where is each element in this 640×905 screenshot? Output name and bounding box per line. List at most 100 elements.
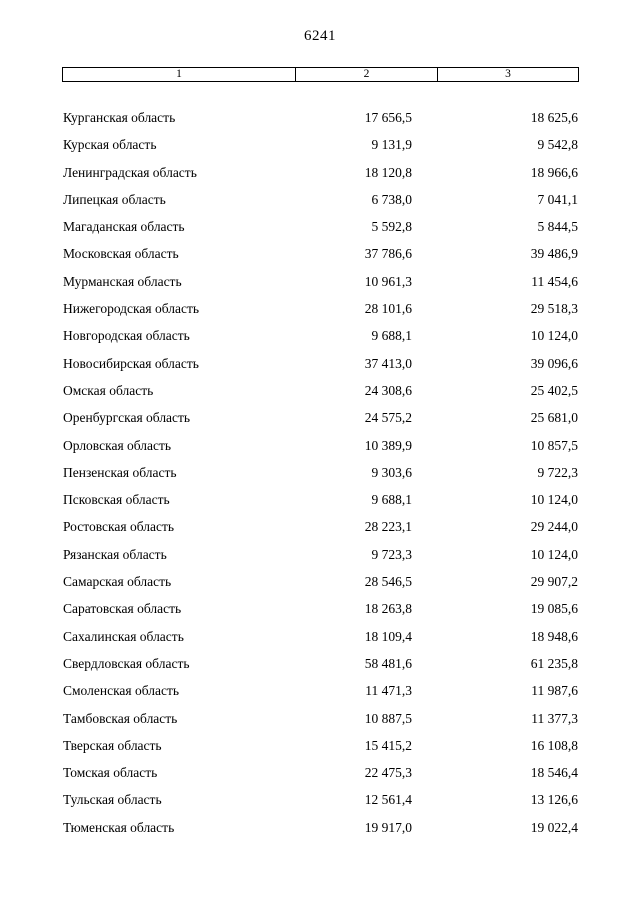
table-row: Сахалинская область 18 109,4 18 948,6 (63, 623, 578, 650)
value-col2: 15 415,2 (364, 737, 412, 753)
value-col3: 10 124,0 (530, 328, 578, 344)
table-row: Магаданская область 5 592,8 5 844,5 (63, 213, 578, 240)
value-col2: 9 723,3 (371, 546, 413, 562)
value-col3: 18 966,6 (530, 164, 578, 180)
table-row: Тульская область 12 561,4 13 126,6 (63, 786, 578, 813)
value-col2: 11 471,3 (365, 683, 412, 699)
region-name: Липецкая область (63, 191, 166, 207)
value-col3: 39 096,6 (530, 355, 578, 371)
table-row: Ростовская область 28 223,1 29 244,0 (63, 513, 578, 540)
value-col3: 10 124,0 (530, 546, 578, 562)
table-row: Смоленская область 11 471,3 11 987,6 (63, 677, 578, 704)
value-col3: 11 987,6 (531, 683, 578, 699)
table-row: Новгородская область 9 688,1 10 124,0 (63, 322, 578, 349)
value-col3: 9 722,3 (537, 464, 579, 480)
region-name: Новосибирская область (63, 355, 199, 371)
region-name: Псковская область (63, 492, 170, 508)
region-name: Тюменская область (63, 819, 175, 835)
value-col3: 10 857,5 (530, 437, 578, 453)
table-row: Саратовская область 18 263,8 19 085,6 (63, 595, 578, 622)
table-row: Свердловская область 58 481,6 61 235,8 (63, 650, 578, 677)
value-col3: 61 235,8 (530, 655, 578, 671)
table-row: Псковская область 9 688,1 10 124,0 (63, 486, 578, 513)
table-body: Курганская область 17 656,5 18 625,6 Кур… (63, 104, 578, 841)
value-col2: 18 120,8 (364, 164, 412, 180)
value-col3: 16 108,8 (530, 737, 578, 753)
value-col2: 18 263,8 (364, 601, 412, 617)
value-col3: 5 844,5 (537, 219, 579, 235)
region-name: Ленинградская область (63, 164, 197, 180)
value-col2: 28 101,6 (364, 301, 412, 317)
table-row: Ленинградская область 18 120,8 18 966,6 (63, 159, 578, 186)
region-name: Тамбовская область (63, 710, 178, 726)
table-row: Нижегородская область 28 101,6 29 518,3 (63, 295, 578, 322)
region-name: Саратовская область (63, 601, 182, 617)
region-name: Орловская область (63, 437, 172, 453)
table-row: Тамбовская область 10 887,5 11 377,3 (63, 705, 578, 732)
header-cell-3: 3 (437, 68, 578, 81)
region-name: Новгородская область (63, 328, 190, 344)
region-name: Тульская область (63, 792, 162, 808)
table-row: Самарская область 28 546,5 29 907,2 (63, 568, 578, 595)
value-col3: 11 377,3 (531, 710, 578, 726)
value-col2: 9 131,9 (371, 137, 413, 153)
value-col3: 25 681,0 (530, 410, 578, 426)
value-col3: 11 454,6 (531, 273, 578, 289)
page-number: 6241 (304, 28, 336, 44)
region-name: Омская область (63, 382, 154, 398)
value-col2: 10 887,5 (364, 710, 412, 726)
table-row: Орловская область 10 389,9 10 857,5 (63, 432, 578, 459)
region-name: Нижегородская область (63, 301, 200, 317)
table-row: Московская область 37 786,6 39 486,9 (63, 240, 578, 267)
value-col3: 18 948,6 (530, 628, 578, 644)
region-name: Магаданская область (63, 219, 185, 235)
table-row: Тюменская область 19 917,0 19 022,4 (63, 814, 578, 841)
table-row: Рязанская область 9 723,3 10 124,0 (63, 541, 578, 568)
value-col2: 10 389,9 (364, 437, 412, 453)
value-col3: 25 402,5 (530, 382, 578, 398)
header-cell-2: 2 (295, 68, 437, 81)
region-name: Самарская область (63, 574, 172, 590)
value-col2: 58 481,6 (364, 655, 412, 671)
region-name: Ростовская область (63, 519, 174, 535)
value-col2: 5 592,8 (371, 219, 413, 235)
value-col2: 28 546,5 (364, 574, 412, 590)
header-cell-1: 1 (176, 68, 182, 80)
value-col2: 17 656,5 (364, 110, 412, 125)
value-col3: 19 085,6 (530, 601, 578, 617)
value-col2: 37 786,6 (364, 246, 412, 262)
table-row: Курганская область 17 656,5 18 625,6 (63, 104, 578, 131)
value-col2: 24 308,6 (364, 382, 412, 398)
value-col2: 9 688,1 (371, 492, 413, 508)
region-name: Тверская область (63, 737, 162, 753)
region-name: Смоленская область (63, 683, 180, 699)
value-col3: 18 546,4 (530, 765, 578, 781)
table-column-header: 1 2 3 (62, 67, 579, 82)
region-name: Рязанская область (63, 546, 167, 562)
value-col2: 12 561,4 (364, 792, 412, 808)
value-col2: 18 109,4 (364, 628, 412, 644)
value-col3: 29 244,0 (530, 519, 578, 535)
table-row: Омская область 24 308,6 25 402,5 (63, 377, 578, 404)
region-name: Мурманская область (63, 273, 182, 289)
table-row: Тверская область 15 415,2 16 108,8 (63, 732, 578, 759)
region-name: Пензенская область (63, 464, 177, 480)
value-col3: 19 022,4 (530, 819, 578, 835)
table-row: Оренбургская область 24 575,2 25 681,0 (63, 404, 578, 431)
value-col2: 10 961,3 (364, 273, 412, 289)
value-col2: 22 475,3 (364, 765, 412, 781)
value-col2: 19 917,0 (364, 819, 412, 835)
table-row: Пензенская область 9 303,6 9 722,3 (63, 459, 578, 486)
region-name: Томская область (63, 765, 158, 781)
table-row: Новосибирская область 37 413,0 39 096,6 (63, 350, 578, 377)
table-row: Курская область 9 131,9 9 542,8 (63, 131, 578, 158)
value-col2: 24 575,2 (364, 410, 412, 426)
region-name: Оренбургская область (63, 410, 191, 426)
value-col3: 10 124,0 (530, 492, 578, 508)
region-name: Московская область (63, 246, 179, 262)
value-col2: 37 413,0 (364, 355, 412, 371)
value-col2: 9 303,6 (371, 464, 413, 480)
value-col3: 18 625,6 (530, 110, 578, 125)
value-col2: 6 738,0 (371, 191, 413, 207)
